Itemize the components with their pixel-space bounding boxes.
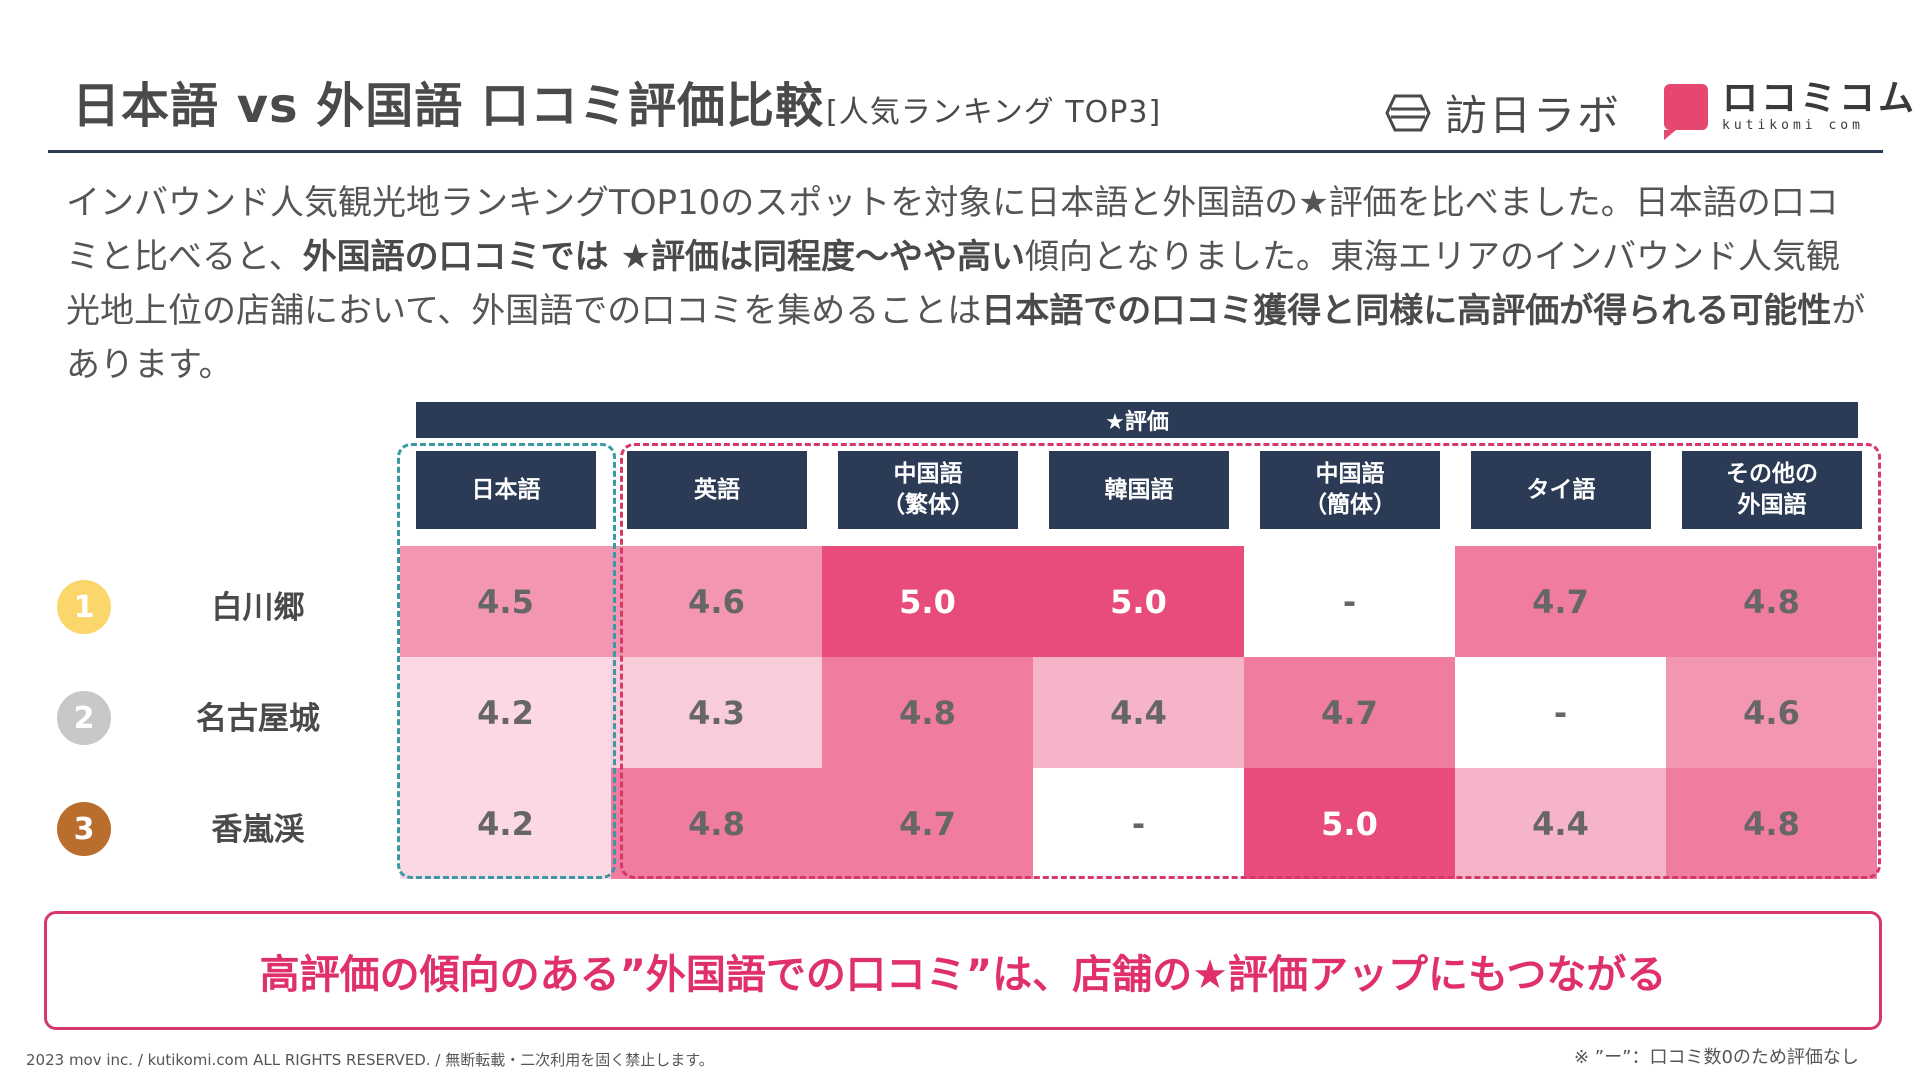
rating-cell: - xyxy=(1244,546,1455,657)
intro-paragraph: インバウンド人気観光地ランキングTOP10のスポットを対象に日本語と外国語の★評… xyxy=(66,176,1866,392)
speech-bubble-icon xyxy=(1664,83,1708,140)
page-title: 日本語 vs 外国語 口コミ評価比較[人気ランキング TOP3] xyxy=(72,66,1161,136)
column-header-other: その他の 外国語 xyxy=(1682,451,1862,529)
rating-cell: 4.7 xyxy=(1455,546,1666,657)
rating-cell: 4.5 xyxy=(400,546,611,657)
rating-banner: ★評価 xyxy=(416,402,1858,438)
conclusion-text: 高評価の傾向のある”外国語での口コミ”は、店舗の★評価アップにもつながる xyxy=(259,951,1667,998)
rating-cell: - xyxy=(1033,768,1244,879)
rating-cell: 4.3 xyxy=(611,657,822,768)
conclusion-box: 高評価の傾向のある”外国語での口コミ”は、店舗の★評価アップにもつながる xyxy=(44,911,1882,1030)
intro-text-2: 傾向となりました。東海エリアのインバウンド人気観光地上位の店舗において、外国語で… xyxy=(66,237,1840,331)
column-header-korean: 韓国語 xyxy=(1049,451,1229,529)
rating-cell: 4.8 xyxy=(1666,546,1877,657)
spot-name: 白川郷 xyxy=(211,590,305,626)
rating-cell: - xyxy=(1455,657,1666,768)
footnote: ※ ”ー”：口コミ数0のため評価なし xyxy=(1574,1047,1859,1068)
header-divider xyxy=(48,150,1883,153)
column-header-chinese-traditional: 中国語 （繁体） xyxy=(838,451,1018,529)
intro-text-3: があります。 xyxy=(66,291,1866,385)
rating-cell: 4.4 xyxy=(1033,657,1244,768)
rating-cell: 4.6 xyxy=(1666,657,1877,768)
intro-bold-1: 外国語の口コミでは ★評価は同程度〜やや高い xyxy=(302,237,1025,277)
rating-cell: 4.8 xyxy=(822,657,1033,768)
rating-cell: 5.0 xyxy=(822,546,1033,657)
rating-cell: 5.0 xyxy=(1244,768,1455,879)
column-header-japanese: 日本語 xyxy=(416,451,596,529)
rating-cell: 4.7 xyxy=(822,768,1033,879)
rating-cell: 4.2 xyxy=(400,768,611,879)
rating-cell: 4.7 xyxy=(1244,657,1455,768)
spot-name: 名古屋城 xyxy=(196,701,320,737)
copyright-footer: 2023 mov inc. / kutikomi.com ALL RIGHTS … xyxy=(26,1051,714,1069)
rank-badge: 1 xyxy=(57,580,111,634)
spot-name: 香嵐渓 xyxy=(211,812,305,848)
logo-right-main: ロコミコム xyxy=(1722,78,1918,119)
logo-left-text: 訪日ラボ xyxy=(1445,91,1622,140)
foreign-highlight-frame xyxy=(620,443,1881,879)
hexagon-logo-icon xyxy=(1385,94,1431,131)
rating-cell: 5.0 xyxy=(1033,546,1244,657)
rating-cell: 4.4 xyxy=(1455,768,1666,879)
intro-text-1: インバウンド人気観光地ランキングTOP10のスポットを対象に日本語と外国語の★評… xyxy=(66,183,1839,277)
title-main: 日本語 vs 外国語 口コミ評価比較 xyxy=(72,78,824,134)
column-header-english: 英語 xyxy=(627,451,807,529)
logo-right-sub: kutikomi com xyxy=(1722,118,1864,133)
column-header-thai: タイ語 xyxy=(1471,451,1651,529)
rank-badge: 3 xyxy=(57,802,111,856)
rank-badge: 2 xyxy=(57,691,111,745)
rating-cell: 4.2 xyxy=(400,657,611,768)
rating-cell: 4.8 xyxy=(1666,768,1877,879)
rating-cell: 4.8 xyxy=(611,768,822,879)
title-subtitle: [人気ランキング TOP3] xyxy=(826,95,1162,130)
japanese-highlight-frame xyxy=(397,443,616,879)
intro-bold-2: 日本語での口コミ獲得と同様に高評価が得られる可能性 xyxy=(981,291,1832,331)
column-header-chinese-simplified: 中国語 （簡体） xyxy=(1260,451,1440,529)
hounichi-lab-logo: 訪日ラボ xyxy=(1385,82,1621,143)
kutikomi-logo: ロコミコム kutikomi com xyxy=(1664,78,1918,140)
rating-cell: 4.6 xyxy=(611,546,822,657)
